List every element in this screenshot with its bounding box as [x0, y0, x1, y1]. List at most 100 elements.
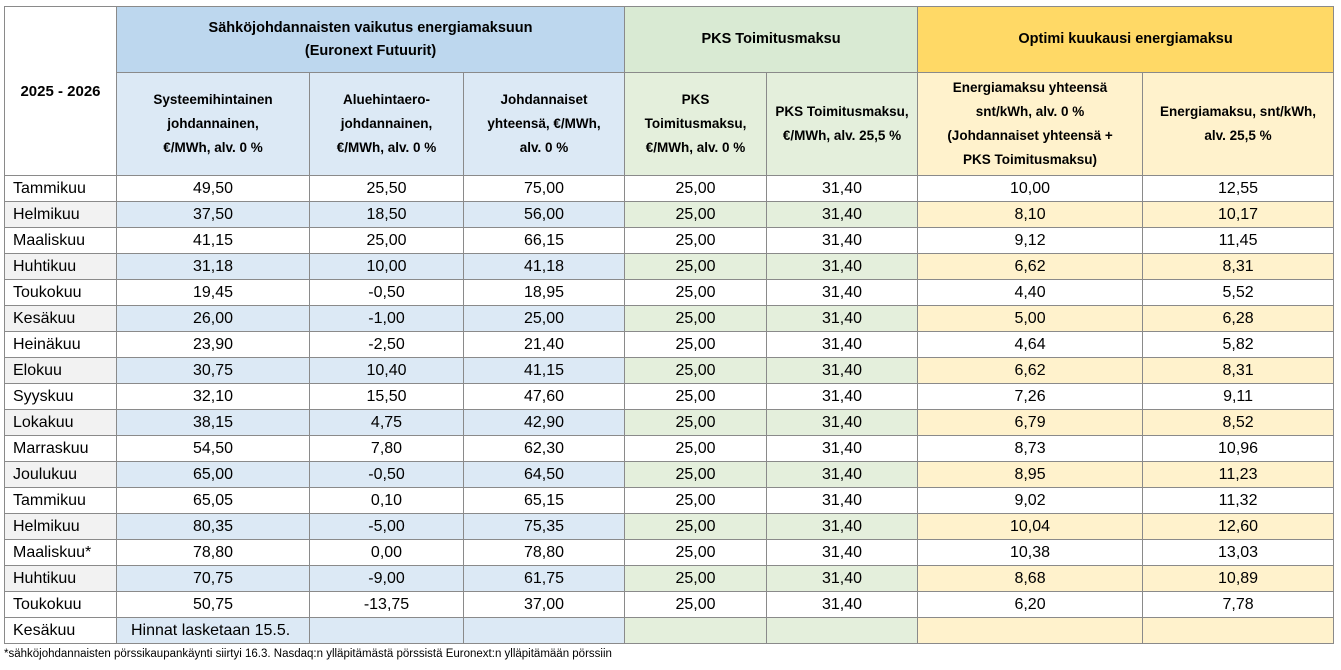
pks-delivery-fee-vat0-cell: 25,00 [624, 227, 768, 254]
pks-delivery-fee-vat255-cell: 31,40 [766, 227, 919, 254]
month-cell: Helmikuu [4, 201, 117, 228]
pks-delivery-fee-vat0-cell: 25,00 [624, 305, 768, 332]
derivatives-total-cell: 18,95 [462, 279, 626, 306]
table-row-pending: Kesäkuu Hinnat lasketaan 15.5. [4, 617, 1335, 644]
energy-fee-total-vat0-cell: 8,95 [917, 461, 1144, 488]
table-row: Joulukuu 65,00 -0,50 64,50 25,00 31,40 8,95 11,… [4, 461, 1335, 488]
energy-fee-total-vat0-cell: 8,73 [917, 435, 1144, 462]
derivatives-total-cell: 41,15 [462, 357, 626, 384]
month-cell: Kesäkuu [4, 305, 117, 332]
area-price-derivative-cell: 25,00 [309, 227, 464, 254]
pks-delivery-fee-vat255-cell: 31,40 [766, 487, 919, 514]
system-price-derivative-header: Systeemihintainen johdannainen, €/MWh, alv… [116, 72, 310, 176]
pks-delivery-fee-vat0-cell: 25,00 [624, 435, 768, 462]
area-price-derivative-cell: 18,50 [309, 201, 464, 228]
year-header: 2025 - 2026 [4, 6, 117, 176]
energy-fee-vat255-cell: 6,28 [1142, 305, 1335, 332]
energy-fee-vat255-cell: 12,55 [1142, 175, 1335, 202]
area-price-derivative-cell: -0,50 [309, 279, 464, 306]
area-price-derivative-cell: 0,10 [309, 487, 464, 514]
column-header-line: Johdannaiset [500, 92, 588, 107]
month-cell: Maaliskuu [4, 227, 117, 254]
optimi-group-title: Optimi kuukausi energiamaksu [1018, 31, 1233, 47]
table-row: Toukokuu 19,45 -0,50 18,95 25,00 31,40 4,40 5,5… [4, 279, 1335, 306]
energy-fee-total-vat0-cell: 10,00 [917, 175, 1144, 202]
energy-fee-total-vat0-cell: 8,10 [917, 201, 1144, 228]
table-row: Huhtikuu 70,75 -9,00 61,75 25,00 31,40 8,68 10,… [4, 565, 1335, 592]
derivatives-group-subtitle: (Euronext Futuurit) [304, 42, 437, 59]
column-header-line: Toimitusmaksu, [644, 116, 747, 131]
energy-fee-vat255-cell: 5,52 [1142, 279, 1335, 306]
table-row: Huhtikuu 31,18 10,00 41,18 25,00 31,40 6,62 8,3… [4, 253, 1335, 280]
derivatives-total-cell: 47,60 [462, 383, 626, 410]
system-price-derivative-cell: 31,18 [116, 253, 310, 280]
table-row: Syyskuu 32,10 15,50 47,60 25,00 31,40 7,26 9,11 [4, 383, 1335, 410]
pks-delivery-fee-vat255-cell: 31,40 [766, 331, 919, 358]
system-price-derivative-cell: 19,45 [116, 279, 310, 306]
energy-fee-total-vat0-empty-cell [917, 617, 1144, 644]
pks-delivery-fee-vat255-cell: 31,40 [766, 201, 919, 228]
column-header-line: johdannainen, [167, 116, 259, 131]
pks-delivery-fee-vat255-header: PKS Toimitusmaksu, €/MWh, alv. 25,5 % [766, 72, 919, 176]
pks-delivery-fee-vat255-cell: 31,40 [766, 435, 919, 462]
pks-delivery-fee-vat0-cell: 25,00 [624, 591, 768, 618]
table-row: Toukokuu 50,75 -13,75 37,00 25,00 31,40 6,20 7,… [4, 591, 1335, 618]
delivery-group-title: PKS Toimitusmaksu [701, 31, 841, 47]
area-price-derivative-cell: -9,00 [309, 565, 464, 592]
derivatives-total-cell: 75,00 [462, 175, 626, 202]
pks-delivery-fee-vat0-cell: 25,00 [624, 565, 768, 592]
month-cell: Toukokuu [4, 591, 117, 618]
column-header-line: PKS Toimitusmaksu, [775, 104, 909, 119]
derivatives-group-header: Sähköjohdannaisten vaikutus energiamaksu… [115, 6, 626, 73]
month-cell: Marraskuu [4, 435, 117, 462]
derivatives-total-cell: 25,00 [462, 305, 626, 332]
pks-delivery-fee-vat255-cell: 31,40 [766, 305, 919, 332]
energy-fee-vat255-cell: 7,78 [1142, 591, 1335, 618]
area-price-derivative-empty-cell [309, 617, 464, 644]
pks-delivery-fee-vat0-cell: 25,00 [624, 461, 768, 488]
derivatives-total-cell: 37,00 [462, 591, 626, 618]
pending-note-cell: Hinnat lasketaan 15.5. [116, 617, 310, 644]
column-header-line: (Johdannaiset yhteensä + [947, 128, 1113, 143]
month-cell: Toukokuu [4, 279, 117, 306]
column-header-line: Systeemihintainen [153, 92, 273, 107]
energy-fee-total-vat0-cell: 4,40 [917, 279, 1144, 306]
pks-delivery-fee-vat0-cell: 25,00 [624, 175, 768, 202]
derivatives-total-cell: 64,50 [462, 461, 626, 488]
energy-fee-vat255-cell: 11,23 [1142, 461, 1335, 488]
area-price-derivative-cell: -0,50 [309, 461, 464, 488]
month-cell: Tammikuu [4, 175, 117, 202]
system-price-derivative-cell: 50,75 [116, 591, 310, 618]
derivatives-group-title: Sähköjohdannaisten vaikutus energiamaksu… [208, 19, 533, 36]
month-cell: Syyskuu [4, 383, 117, 410]
pks-delivery-fee-vat0-cell: 25,00 [624, 539, 768, 566]
delivery-group-header: PKS Toimitusmaksu [624, 6, 919, 73]
area-price-derivative-cell: 10,40 [309, 357, 464, 384]
energy-fee-vat255-empty-cell [1142, 617, 1335, 644]
column-header-line: €/MWh, alv. 0 % [645, 140, 746, 155]
pks-delivery-fee-vat0-cell: 25,00 [624, 357, 768, 384]
derivatives-total-cell: 62,30 [462, 435, 626, 462]
pks-delivery-fee-vat0-cell: 25,00 [624, 487, 768, 514]
energy-fee-total-vat0-cell: 6,62 [917, 357, 1144, 384]
area-price-derivative-cell: 0,00 [309, 539, 464, 566]
energy-fee-total-vat0-cell: 10,38 [917, 539, 1144, 566]
derivatives-total-cell: 65,15 [462, 487, 626, 514]
price-table-container: 2025 - 2026 Sähköjohdannaisten vaikutus … [4, 6, 1335, 644]
derivatives-total-empty-cell [462, 617, 626, 644]
system-price-derivative-cell: 78,80 [116, 539, 310, 566]
table-row: Marraskuu 54,50 7,80 62,30 25,00 31,40 8,73 10,… [4, 435, 1335, 462]
table-row: Helmikuu 37,50 18,50 56,00 25,00 31,40 8,10 10,… [4, 201, 1335, 228]
pks-delivery-fee-vat0-empty-cell [624, 617, 768, 644]
table-row: Heinäkuu 23,90 -2,50 21,40 25,00 31,40 4,64 5,8… [4, 331, 1335, 358]
month-cell: Huhtikuu [4, 565, 117, 592]
pks-delivery-fee-vat255-cell: 31,40 [766, 461, 919, 488]
optimi-group-header: Optimi kuukausi energiamaksu [917, 6, 1335, 73]
energy-fee-vat255-cell: 10,96 [1142, 435, 1335, 462]
column-header-line: PKS [681, 92, 710, 107]
system-price-derivative-cell: 80,35 [116, 513, 310, 540]
column-header-line: yhteensä, €/MWh, [487, 116, 601, 131]
pks-delivery-fee-vat255-empty-cell [766, 617, 919, 644]
derivatives-total-cell: 78,80 [462, 539, 626, 566]
energy-fee-vat255-cell: 5,82 [1142, 331, 1335, 358]
